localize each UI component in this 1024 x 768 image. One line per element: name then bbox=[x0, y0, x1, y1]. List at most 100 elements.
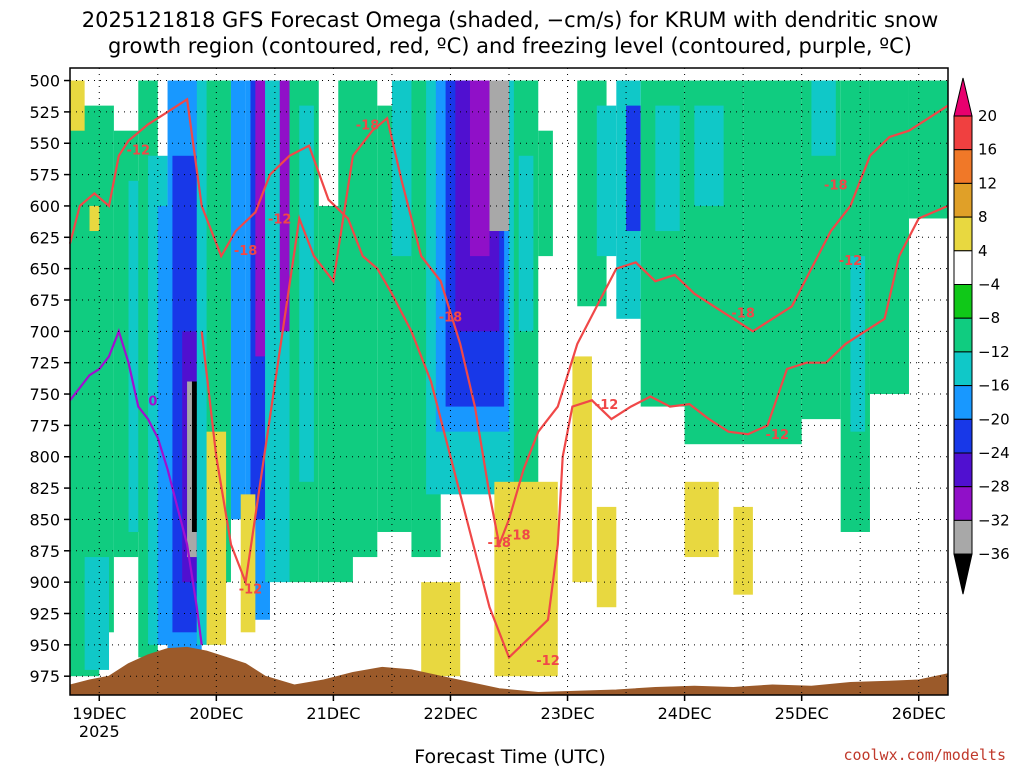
contour-label: -18 bbox=[356, 118, 380, 133]
contour-label: -12 bbox=[536, 654, 560, 669]
colorbar-swatch bbox=[953, 418, 973, 454]
colorbar-swatch bbox=[953, 182, 973, 218]
omega-cell bbox=[572, 356, 592, 583]
omega-cell bbox=[733, 506, 753, 595]
colorbar-tick-label: −20 bbox=[978, 410, 1010, 428]
contour-label: -18 bbox=[439, 310, 463, 325]
colorbar-tick-label: −12 bbox=[978, 343, 1010, 361]
colorbar-tick-label: −36 bbox=[978, 545, 1010, 563]
y-tick-label: 650 bbox=[29, 260, 60, 279]
terrain-profile bbox=[69, 646, 949, 696]
colorbar-tick-label: 16 bbox=[978, 141, 997, 159]
colorbar-top-arrow bbox=[953, 77, 973, 117]
colorbar-swatch bbox=[953, 284, 973, 319]
freezing-level-contour-0 bbox=[69, 327, 203, 645]
y-tick-label: 525 bbox=[29, 103, 60, 122]
y-tick-label: 725 bbox=[29, 354, 60, 373]
omega-cell bbox=[743, 80, 802, 445]
colorbar-tick-label: −4 bbox=[978, 276, 1000, 294]
dgz-contour-minus-12 bbox=[68, 97, 949, 660]
y-tick-label: 900 bbox=[29, 573, 60, 592]
colorbar-tick-label: 20 bbox=[978, 107, 997, 125]
colorbar-tick-label: −32 bbox=[978, 511, 1010, 529]
y-tick-label: 700 bbox=[29, 322, 60, 341]
omega-shading-layer bbox=[70, 80, 948, 677]
omega-cell bbox=[596, 506, 617, 608]
y-tick-label: 675 bbox=[29, 291, 60, 310]
omega-cell bbox=[850, 256, 866, 432]
contour-label: 0 bbox=[148, 394, 157, 409]
omega-cell bbox=[869, 80, 909, 395]
omega-cell bbox=[255, 80, 266, 357]
x-tick-label: 19DEC bbox=[72, 704, 126, 723]
colorbar-tick-label: 12 bbox=[978, 174, 997, 192]
contour-label: -18 bbox=[234, 244, 258, 259]
colorbar-tick-label: 8 bbox=[978, 208, 988, 226]
contour-label: -18 bbox=[824, 179, 848, 194]
x-tick-label: 20DEC bbox=[189, 704, 243, 723]
y-tick-label: 825 bbox=[29, 479, 60, 498]
x-tick-label: 26DEC bbox=[892, 704, 946, 723]
y-tick-label: 850 bbox=[29, 510, 60, 529]
omega-cell bbox=[338, 80, 378, 558]
contour-label: -12 bbox=[268, 212, 292, 227]
x-tick-label: 24DEC bbox=[658, 704, 712, 723]
omega-cell bbox=[684, 481, 719, 558]
contour-label: -18 bbox=[731, 307, 755, 322]
y-tick-label: 950 bbox=[29, 636, 60, 655]
y-tick-label: 875 bbox=[29, 542, 60, 561]
omega-cell bbox=[70, 80, 85, 131]
colorbar-swatch bbox=[953, 317, 973, 353]
contour-label: -12 bbox=[839, 254, 863, 269]
contour-label-layer: -12-12-18-18-18-12-12-18-18-12-18-12-18-… bbox=[127, 118, 863, 668]
x-tick-sublabel: 2025 bbox=[79, 722, 120, 741]
omega-cell bbox=[538, 130, 553, 257]
colorbar-swatch bbox=[953, 351, 973, 387]
omega-cell bbox=[489, 80, 509, 232]
y-tick-label: 575 bbox=[29, 166, 60, 185]
omega-cell bbox=[421, 582, 461, 677]
plot-frame bbox=[69, 67, 949, 696]
omega-cell bbox=[206, 431, 227, 645]
colorbar-swatch bbox=[953, 486, 973, 521]
omega-cell bbox=[596, 105, 617, 257]
y-tick-label: 600 bbox=[29, 197, 60, 216]
omega-cell bbox=[469, 80, 490, 257]
contour-label: -12 bbox=[766, 428, 790, 443]
terrain-layer bbox=[69, 646, 949, 696]
omega-cell bbox=[908, 80, 948, 219]
colorbar-swatch bbox=[953, 250, 973, 286]
contour-label: -12 bbox=[239, 582, 263, 597]
credit-text: coolwx.com/modelts bbox=[843, 746, 1006, 764]
contour-layer bbox=[68, 97, 949, 660]
omega-cell bbox=[811, 80, 836, 156]
omega-cell bbox=[518, 155, 534, 332]
omega-cell bbox=[626, 105, 641, 232]
colorbar-swatch bbox=[953, 149, 973, 184]
contour-label: -12 bbox=[595, 398, 619, 413]
y-axis-pressure-ticks: 500 525 550 575 600 625 650 675 700 725 750 775 800 8… bbox=[29, 72, 70, 686]
y-tick-label: 800 bbox=[29, 448, 60, 467]
y-tick-label: 775 bbox=[29, 416, 60, 435]
colorbar-swatch bbox=[953, 452, 973, 488]
omega-cell bbox=[655, 105, 680, 232]
colorbar-swatch bbox=[953, 115, 973, 151]
y-tick-label: 550 bbox=[29, 134, 60, 153]
colorbar-swatch bbox=[953, 519, 973, 555]
x-tick-label: 21DEC bbox=[306, 704, 360, 723]
contour-label: -12 bbox=[127, 144, 151, 159]
chart-title-line-1: 2025121818 GFS Forecast Omega (shaded, −… bbox=[82, 8, 939, 32]
omega-cell bbox=[694, 105, 724, 206]
dgz-contour-minus-18 bbox=[200, 104, 949, 587]
x-tick-label: 22DEC bbox=[423, 704, 477, 723]
omega-cell bbox=[494, 481, 558, 677]
colorbar: 20 16 12 8 4 −4 −8 −12 −16 −20 −24 −28 −32 −36 bbox=[953, 77, 1010, 595]
y-tick-label: 750 bbox=[29, 385, 60, 404]
x-tick-label: 23DEC bbox=[541, 704, 595, 723]
colorbar-bottom-arrow bbox=[953, 553, 973, 595]
colorbar-tick-label: −8 bbox=[978, 309, 1000, 327]
colorbar-tick-label: −24 bbox=[978, 444, 1010, 462]
grid-layer bbox=[70, 68, 948, 695]
